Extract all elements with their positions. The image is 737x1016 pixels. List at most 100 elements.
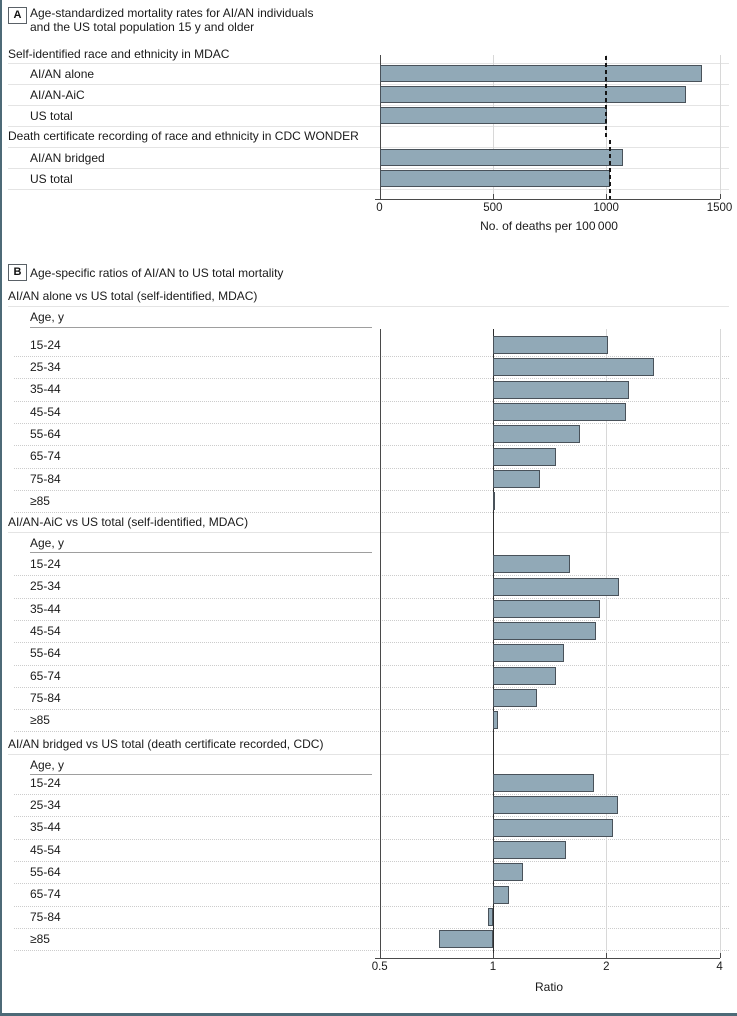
age-row-label: 65-74 <box>30 887 61 902</box>
group-header: Death certificate recording of race and … <box>8 129 359 143</box>
row-separator <box>8 147 729 148</box>
ratio-bar <box>493 380 630 399</box>
age-row-label: 35-44 <box>30 820 61 835</box>
ratio-bar <box>488 907 493 926</box>
row-separator <box>14 490 729 492</box>
age-row-label: 45-54 <box>30 842 61 857</box>
ratio-bar <box>493 689 538 707</box>
group-header: AI/AN bridged vs US total (death certifi… <box>8 736 324 751</box>
ratio-bar <box>493 555 570 574</box>
age-row-label: 25-34 <box>30 579 61 594</box>
age-column-rule <box>30 551 372 553</box>
axis-tick <box>379 953 381 958</box>
ratio-bar <box>493 644 564 663</box>
axis-tick <box>719 953 721 958</box>
age-row-label: ≥85 <box>30 932 50 947</box>
axis-tick <box>606 953 608 958</box>
ratio-bar <box>439 930 493 949</box>
row-separator <box>14 664 729 666</box>
row-separator <box>14 597 729 599</box>
age-column-rule <box>30 326 372 328</box>
age-row-label: ≥85 <box>30 494 50 509</box>
age-row-label: 75-84 <box>30 471 61 486</box>
row-separator <box>14 905 729 907</box>
row-separator <box>8 105 729 106</box>
age-row-label: 75-84 <box>30 690 61 705</box>
age-row-label: 65-74 <box>30 449 61 464</box>
row-separator <box>14 467 729 469</box>
row-separator <box>14 619 729 621</box>
row-separator <box>14 575 729 577</box>
row-separator <box>8 63 729 64</box>
row-separator <box>8 126 729 127</box>
ratio-bar <box>493 577 619 596</box>
ratio-bar <box>493 840 566 859</box>
age-column-header: Age, y <box>30 535 65 550</box>
panel-a-badge: A <box>8 7 27 24</box>
panel-a-x-axis-line <box>375 199 720 200</box>
axis-tick <box>606 194 608 199</box>
axis-tick-label: 4 <box>716 961 723 973</box>
gridline-a <box>719 55 721 199</box>
bar-row-label: AI/AN bridged <box>30 151 105 165</box>
reference-dashed-line <box>608 140 611 199</box>
row-separator <box>14 686 729 688</box>
row-separator <box>14 445 729 447</box>
axis-tick-label: 0 <box>376 202 383 214</box>
group-header: AI/AN-AiC vs US total (self-identified, … <box>8 514 249 529</box>
panel-a-title-line1: Age-standardized mortality rates for AI/… <box>30 6 314 20</box>
ratio-bar <box>493 492 495 511</box>
mortality-rate-bar <box>380 64 702 82</box>
row-separator <box>8 168 729 169</box>
age-row-label: 25-34 <box>30 360 61 375</box>
ratio-bar <box>493 469 540 488</box>
bar-row-label: AI/AN alone <box>30 67 95 81</box>
ratio-bar <box>493 863 523 882</box>
row-separator <box>14 423 729 425</box>
row-separator <box>14 709 729 711</box>
axis-tick <box>493 953 494 958</box>
panel-b-y-axis-line <box>379 329 381 958</box>
row-separator <box>8 189 729 190</box>
panel-b-x-axis-title: Ratio <box>534 980 563 994</box>
ratio-bar <box>493 599 601 618</box>
panel-a-x-axis-title: No. of deaths per 100 000 <box>480 219 618 233</box>
row-separator <box>14 642 729 644</box>
ratio-bar <box>493 358 655 377</box>
axis-tick-label: 1000 <box>593 202 619 214</box>
panel-b-title: Age-specific ratios of AI/AN to US total… <box>30 266 284 280</box>
age-row-label: 65-74 <box>30 668 61 683</box>
row-separator <box>14 861 729 863</box>
group-header: Self-identified race and ethnicity in MD… <box>8 47 230 61</box>
ratio-one-baseline <box>493 329 494 958</box>
age-row-label: 35-44 <box>30 601 61 616</box>
age-row-label: 15-24 <box>30 337 61 352</box>
group-header-rule <box>8 531 729 533</box>
bar-row-label: US total <box>30 172 73 186</box>
figure-frame-bottom <box>0 1013 737 1016</box>
ratio-bar <box>493 885 509 904</box>
ratio-bar <box>493 818 613 837</box>
row-separator <box>14 950 729 952</box>
row-separator <box>14 512 729 514</box>
ratio-bar <box>493 666 556 685</box>
gridline-b <box>719 329 721 958</box>
row-separator <box>8 84 729 85</box>
row-separator <box>14 731 729 733</box>
axis-tick-label: 0.5 <box>371 961 388 973</box>
ratio-bar <box>493 447 556 466</box>
row-separator <box>14 816 729 818</box>
panel-a-title-line2: and the US total population 15 y and old… <box>30 20 255 34</box>
axis-tick-label: 500 <box>483 202 503 214</box>
row-separator <box>14 883 729 885</box>
age-row-label: 15-24 <box>30 775 61 790</box>
axis-tick-label: 2 <box>603 961 610 973</box>
reference-dashed-line <box>605 56 608 137</box>
row-separator <box>14 928 729 930</box>
ratio-bar <box>493 774 594 792</box>
mortality-rate-bar <box>380 169 611 187</box>
row-separator <box>14 838 729 840</box>
gridline-b <box>606 329 608 958</box>
panel-a-y-axis-line <box>379 55 381 199</box>
row-separator <box>14 356 729 358</box>
